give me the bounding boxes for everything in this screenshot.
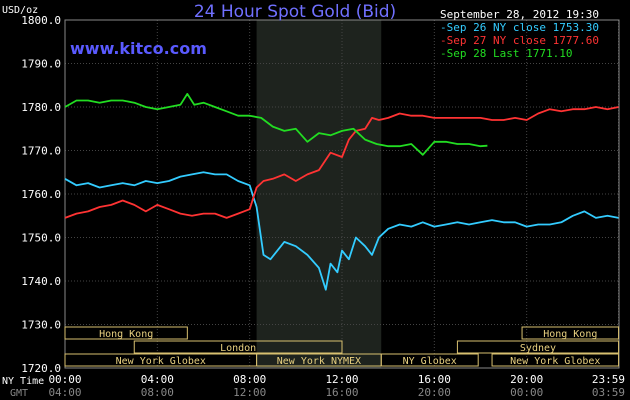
session-box-outline — [64, 326, 188, 340]
legend-entry: -Sep 28 Last 1771.10 — [440, 47, 572, 60]
x-tick-label-ny: 12:00 — [325, 373, 358, 386]
y-tick-label: 1800.0 — [21, 14, 61, 27]
x-tick-label-ny: 23:59 — [592, 373, 625, 386]
market-sessions: Hong Kong Hong Kong London Sydney New York G… — [64, 326, 620, 367]
session-label: Hong Kong — [543, 329, 597, 340]
session-label: London — [220, 343, 256, 354]
series-lines — [64, 93, 619, 291]
x-tick-label-gmt: 12:00 — [233, 386, 266, 399]
y-tick-labels: 1720.0 1730.0 1740.0 1750.0 1760.0 1770.0 1780… — [21, 14, 61, 375]
legend-entry: -Sep 26 NY close 1753.30 — [440, 21, 599, 34]
x-tick-label-gmt: 03:59 — [592, 386, 625, 399]
y-tick-label: 1740.0 — [21, 275, 61, 288]
x-tick-label-ny: 00:00 — [48, 373, 81, 386]
session-box-outline — [491, 353, 620, 367]
y-tick-label: 1780.0 — [21, 101, 61, 114]
session-box-outline — [133, 340, 343, 354]
x-tick-label-gmt: 16:00 — [325, 386, 358, 399]
x-tick-label-ny: 04:00 — [141, 373, 174, 386]
y-axis-label: USD/oz — [2, 5, 38, 16]
x-tick-label-gmt: 00:00 — [510, 386, 543, 399]
session-label: New York Globex — [510, 356, 600, 367]
y-tick-label: 1750.0 — [21, 232, 61, 245]
plot-frame — [64, 19, 620, 369]
x-tick-label-gmt: 08:00 — [141, 386, 174, 399]
legend-entry: -Sep 27 NY close 1777.60 — [440, 34, 599, 47]
y-tick-label: 1790.0 — [21, 58, 61, 71]
highlight-band-layer — [256, 20, 382, 368]
y-tick-label: 1720.0 — [21, 362, 61, 375]
nymex-highlight-band — [256, 20, 382, 368]
session-box: New York Globex — [491, 353, 620, 367]
x-tick-label-ny: 16:00 — [418, 373, 451, 386]
series-line-2 — [64, 106, 619, 219]
session-box: Sydney — [456, 340, 620, 354]
session-label: Sydney — [520, 343, 556, 354]
session-box: Hong Kong — [64, 326, 188, 340]
x-tick-label-gmt: 04:00 — [48, 386, 81, 399]
ny-time-label: NY Time — [2, 376, 44, 387]
session-label: Hong Kong — [99, 329, 153, 340]
x-tick-labels: 00:0004:0004:0008:0008:0012:0012:0016:00… — [48, 373, 625, 399]
series-line-3 — [64, 93, 488, 156]
legend: -Sep 26 NY close 1753.30-Sep 27 NY close… — [440, 21, 599, 60]
y-tick-label: 1770.0 — [21, 145, 61, 158]
session-box-outline — [521, 326, 620, 340]
session-box: NY Globex — [380, 353, 479, 367]
session-label: New York NYMEX — [277, 356, 361, 367]
watermark-text: www.kitco.com — [70, 39, 207, 58]
y-tick-label: 1730.0 — [21, 319, 61, 332]
session-label: NY Globex — [403, 356, 457, 367]
session-box-outline — [380, 353, 479, 367]
chart-title: 24 Hour Spot Gold (Bid) — [194, 2, 396, 22]
x-tick-label-gmt: 20:00 — [418, 386, 451, 399]
timestamp: September 28, 2012 19:30 — [440, 8, 599, 21]
x-tick-label-ny: 08:00 — [233, 373, 266, 386]
y-tick-label: 1760.0 — [21, 188, 61, 201]
session-label: New York Globex — [116, 356, 206, 367]
x-tick-label-ny: 20:00 — [510, 373, 543, 386]
session-box-outline — [456, 340, 620, 354]
session-box: London — [133, 340, 343, 354]
session-box: Hong Kong — [521, 326, 620, 340]
series-line-1 — [64, 171, 619, 291]
gmt-label: GMT — [10, 388, 28, 399]
